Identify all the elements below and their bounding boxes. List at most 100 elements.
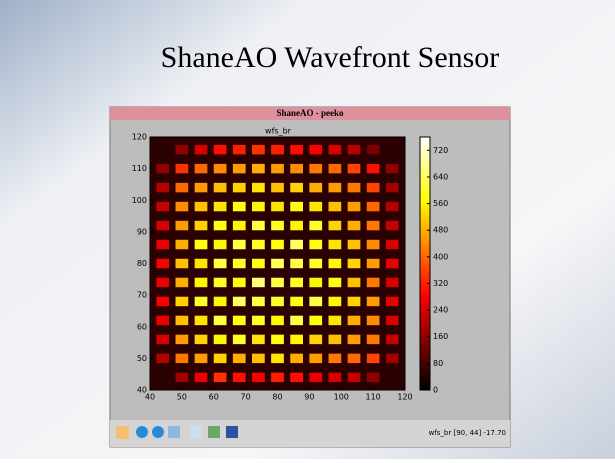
home-button[interactable] xyxy=(116,426,129,439)
heatmap-cell xyxy=(329,335,342,344)
heatmap-cell xyxy=(348,145,361,154)
x-tick-label: 70 xyxy=(241,393,251,402)
heatmap-cell xyxy=(309,278,322,287)
heatmap-cell xyxy=(386,221,399,230)
heatmap-cell xyxy=(386,259,399,268)
y-tick-label: 40 xyxy=(137,386,147,395)
heatmap-cell xyxy=(329,221,342,230)
heatmap-cell xyxy=(233,202,246,211)
slide: ShaneAO Wavefront Sensor ShaneAO - peeko… xyxy=(0,0,615,459)
heatmap-cell xyxy=(386,278,399,287)
heatmap-cell xyxy=(271,335,284,344)
subplots-button[interactable] xyxy=(208,426,220,438)
heatmap-cell xyxy=(309,164,322,173)
heatmap-cell xyxy=(176,145,189,154)
back-button[interactable] xyxy=(136,426,148,438)
heatmap-cell xyxy=(367,354,380,363)
heatmap-cell xyxy=(252,164,265,173)
heatmap-cell xyxy=(176,202,189,211)
heatmap-cell xyxy=(348,164,361,173)
heatmap-cell xyxy=(214,221,227,230)
pan-button[interactable] xyxy=(168,426,180,438)
heatmap-cell xyxy=(329,354,342,363)
y-tick-label: 100 xyxy=(132,196,147,205)
heatmap-cell xyxy=(367,259,380,268)
save-button[interactable] xyxy=(226,426,238,438)
heatmap-cell xyxy=(386,297,399,306)
heatmap-cell xyxy=(348,373,361,382)
heatmap-cell xyxy=(195,297,208,306)
heatmap-cell xyxy=(309,183,322,192)
heatmap-cell xyxy=(176,164,189,173)
heatmap-cell xyxy=(195,221,208,230)
heatmap-cell xyxy=(214,240,227,249)
heatmap-cell xyxy=(252,316,265,325)
heatmap-cell xyxy=(176,278,189,287)
y-tick-label: 110 xyxy=(132,164,147,173)
y-tick-label: 90 xyxy=(137,227,147,236)
heatmap-cell xyxy=(195,316,208,325)
heatmap-cell xyxy=(271,183,284,192)
heatmap-cell xyxy=(252,373,265,382)
heatmap-cell xyxy=(252,297,265,306)
heatmap-cell xyxy=(271,240,284,249)
heatmap-cell xyxy=(233,278,246,287)
window-title: ShaneAO - peeko xyxy=(276,108,344,118)
heatmap-cell xyxy=(329,183,342,192)
heatmap-cell xyxy=(156,335,169,344)
heatmap-cell xyxy=(290,373,303,382)
heatmap-cell xyxy=(195,259,208,268)
heatmap-cell xyxy=(309,297,322,306)
heatmap-cell xyxy=(195,354,208,363)
heatmap-cell xyxy=(252,145,265,154)
heatmap-cell xyxy=(290,297,303,306)
heatmap-cell xyxy=(309,316,322,325)
heatmap-cell xyxy=(195,202,208,211)
forward-button[interactable] xyxy=(152,426,164,438)
heatmap-cell xyxy=(252,221,265,230)
heatmap-cell xyxy=(309,373,322,382)
colorbar-tick-label: 320 xyxy=(433,279,448,288)
heatmap-cell xyxy=(176,259,189,268)
heatmap-cell xyxy=(271,316,284,325)
heatmap-cell xyxy=(309,221,322,230)
heatmap-cell xyxy=(156,202,169,211)
heatmap-cell xyxy=(348,297,361,306)
heatmap-cell xyxy=(195,240,208,249)
colorbar-tick-label: 480 xyxy=(433,226,448,235)
zoom-button[interactable] xyxy=(190,426,202,438)
status-text: wfs_br [90, 44] -17.70 xyxy=(429,429,506,437)
heatmap-cell xyxy=(176,316,189,325)
heatmap-cell xyxy=(214,278,227,287)
heatmap-cell xyxy=(252,278,265,287)
colorbar-tick-label: 0 xyxy=(433,386,438,395)
heatmap-cell xyxy=(252,335,265,344)
heatmap-cell xyxy=(290,240,303,249)
heatmap-cell xyxy=(329,145,342,154)
y-tick-label: 60 xyxy=(137,322,147,331)
heatmap-cell xyxy=(233,240,246,249)
heatmap-cell xyxy=(214,373,227,382)
heatmap-cell xyxy=(271,221,284,230)
heatmap-cell xyxy=(367,297,380,306)
colorbar-tick-label: 160 xyxy=(433,332,448,341)
heatmap-cell xyxy=(233,183,246,192)
heatmap-cell xyxy=(252,354,265,363)
heatmap-cell xyxy=(329,297,342,306)
heatmap-cell xyxy=(348,316,361,325)
heatmap-cell xyxy=(156,183,169,192)
heatmap-cell xyxy=(309,354,322,363)
heatmap-cell xyxy=(195,145,208,154)
heatmap-cell xyxy=(176,221,189,230)
heatmap-cell xyxy=(329,373,342,382)
heatmap-cell xyxy=(367,202,380,211)
heatmap-cell xyxy=(367,278,380,287)
heatmap-cell xyxy=(348,183,361,192)
heatmap-cell xyxy=(233,373,246,382)
heatmap-cell xyxy=(271,145,284,154)
heatmap-cell xyxy=(176,335,189,344)
heatmap-cell xyxy=(214,335,227,344)
heatmap-cell xyxy=(271,373,284,382)
heatmap-cell xyxy=(367,316,380,325)
heatmap-cell xyxy=(348,354,361,363)
